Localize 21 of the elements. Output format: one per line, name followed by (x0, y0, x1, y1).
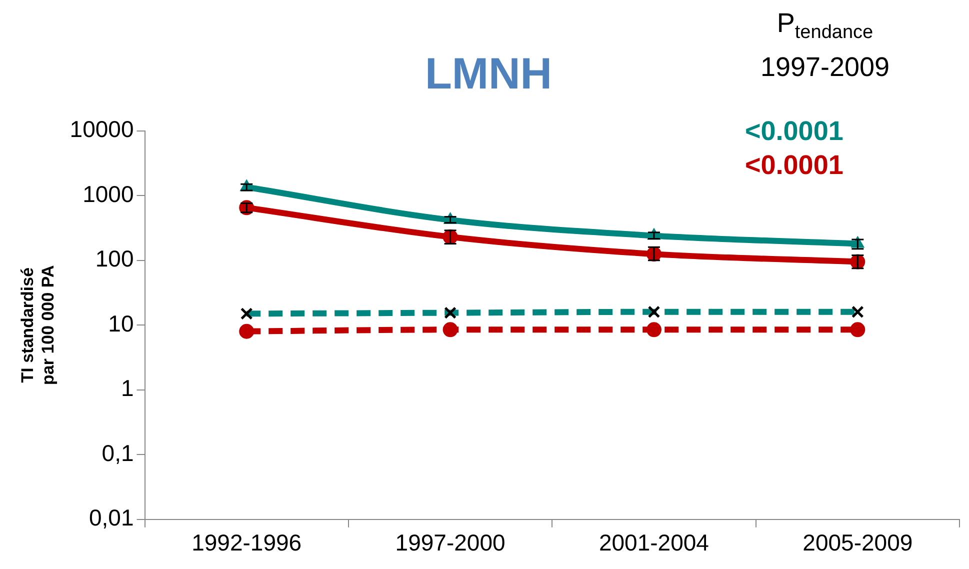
y-tick-label: 0,1 (102, 440, 134, 466)
x-tick-label: 1992-1996 (192, 530, 302, 556)
annotation: <0.0001 (744, 149, 844, 182)
x-tick-label: 2005-2009 (802, 530, 913, 556)
x-tick-label: 2001-2004 (598, 530, 710, 556)
point (442, 322, 458, 338)
x-tick-label: 1997-2000 (395, 530, 506, 556)
text: 1997-2009 (759, 51, 891, 84)
y-tick-label: 10 (108, 310, 134, 336)
y-tick-label: 1000 (82, 180, 134, 207)
y-tick-label: 1 (120, 375, 134, 402)
chart-title: LMNH (424, 50, 552, 99)
point (239, 324, 254, 339)
point (850, 322, 866, 338)
y-tick-label: 0,01 (88, 504, 134, 531)
y-tick-label: 10000 (70, 116, 134, 142)
annotation: <0.0001 (744, 115, 844, 148)
point (646, 322, 662, 338)
y-tick-label: 100 (95, 246, 134, 272)
text: P$_{tendance}$ (776, 7, 874, 45)
y-axis-title: TI standardisé par 100 000 PA (18, 265, 58, 385)
